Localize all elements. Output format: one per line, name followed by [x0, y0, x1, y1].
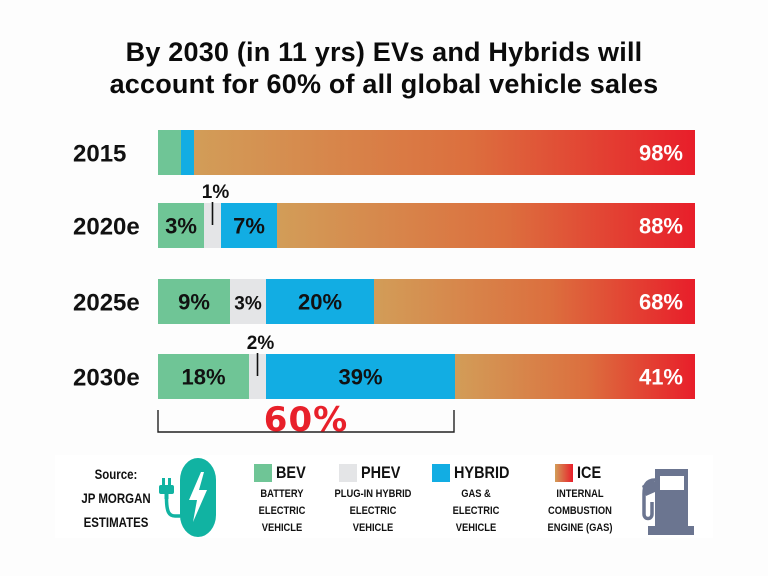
category-label-2020e: 2020e	[73, 214, 140, 241]
bars-layer: 2015 98%2020e 3%1%7% 88%2025e 9% 3% 20% 68%2030…	[73, 130, 695, 440]
legend-swatch-ice	[554, 463, 573, 482]
bar-ice-2030e	[455, 354, 695, 399]
legend-item-hybrid: HYBRID GAS & ELECTRIC VEHICLE	[426, 463, 526, 537]
bar-hybrid-2020e	[221, 203, 277, 248]
data-label-ice-2025e: 68%	[639, 290, 683, 315]
data-label-ice-2020e: 88%	[639, 214, 683, 239]
chart-title-line-1: By 2030 (in 11 yrs) EVs and Hybrids will	[125, 37, 643, 67]
legend-desc-bev: BATTERY ELECTRIC VEHICLE	[258, 488, 306, 534]
bar-bev-2015	[158, 130, 181, 175]
legend-item-ice: ICE INTERNAL COMBUSTION ENGINE (GAS)	[530, 463, 630, 537]
source-line-3: ESTIMATES	[83, 514, 149, 530]
annotation-label: 60%	[264, 400, 348, 440]
category-label-2015: 2015	[73, 141, 126, 168]
data-label-ice-2015: 98%	[639, 141, 683, 166]
source-note: Source: JP MORGAN ESTIMATES	[66, 462, 166, 534]
bar-hybrid-2015	[181, 130, 194, 175]
legend-item-phev: PHEV PLUG-IN HYBRID ELECTRIC VEHICLE	[318, 463, 428, 537]
legend-desc-phev: PLUG-IN HYBRID ELECTRIC VEHICLE	[334, 488, 412, 534]
category-label-2030e: 2030e	[73, 365, 140, 392]
source-line-1: Source:	[94, 466, 138, 482]
chart-title: By 2030 (in 11 yrs) EVs and Hybrids will…	[0, 36, 768, 100]
ev-charging-plug-icon	[159, 458, 216, 537]
bar-ice-2020e	[277, 203, 695, 248]
stacked-bar-chart: 2015 98%2020e 3%1%7% 88%2025e 9% 3% 20% 68%2030…	[73, 130, 695, 440]
bar-ice-2015	[194, 130, 695, 175]
legend-label-phev: PHEV	[360, 463, 401, 482]
data-label-bev-2030e: 18%	[181, 365, 225, 390]
data-label-hybrid-2020e: 7%	[233, 214, 265, 239]
bar-bev-2020e	[158, 203, 204, 248]
source-line-2: JP MORGAN	[81, 490, 151, 506]
bar-phev-2020e	[204, 203, 221, 248]
legend-item-bev: BEV BATTERY ELECTRIC VEHICLE	[232, 463, 332, 537]
bar-bev-2025e	[158, 279, 230, 324]
data-label-bev-2020e: 3%	[165, 214, 197, 239]
annotation-bracket	[157, 410, 455, 433]
legend-label-bev: BEV	[275, 463, 306, 482]
gas-pump-icon	[642, 469, 694, 535]
bar-phev-2025e	[230, 279, 266, 324]
category-label-2025e: 2025e	[73, 290, 140, 317]
chart-title-line-2: account for 60% of all global vehicle sa…	[109, 69, 659, 99]
bar-hybrid-2025e	[266, 279, 374, 324]
legend-desc-hybrid: GAS & ELECTRIC VEHICLE	[452, 488, 500, 534]
bar-hybrid-2030e	[266, 354, 455, 399]
data-label-phev-2020e: 1%	[202, 182, 230, 203]
bar-bev-2030e	[158, 354, 249, 399]
data-label-ice-2030e: 41%	[639, 365, 683, 390]
bar-phev-2030e	[249, 354, 266, 399]
legend-label-ice: ICE	[576, 463, 601, 482]
bar-ice-2025e	[374, 279, 695, 324]
legend-swatch-bev	[253, 463, 272, 482]
legend-swatch-phev	[338, 463, 357, 482]
data-label-hybrid-2030e: 39%	[338, 365, 382, 390]
data-label-phev-2025e: 3%	[234, 294, 262, 315]
legend-label-hybrid: HYBRID	[454, 463, 510, 482]
data-label-bev-2025e: 9%	[178, 290, 210, 315]
legend-desc-ice: INTERNAL COMBUSTION ENGINE (GAS)	[547, 488, 613, 534]
legend-swatch-hybrid	[432, 463, 451, 482]
data-label-hybrid-2025e: 20%	[298, 290, 342, 315]
data-label-phev-2030e: 2%	[247, 333, 275, 354]
